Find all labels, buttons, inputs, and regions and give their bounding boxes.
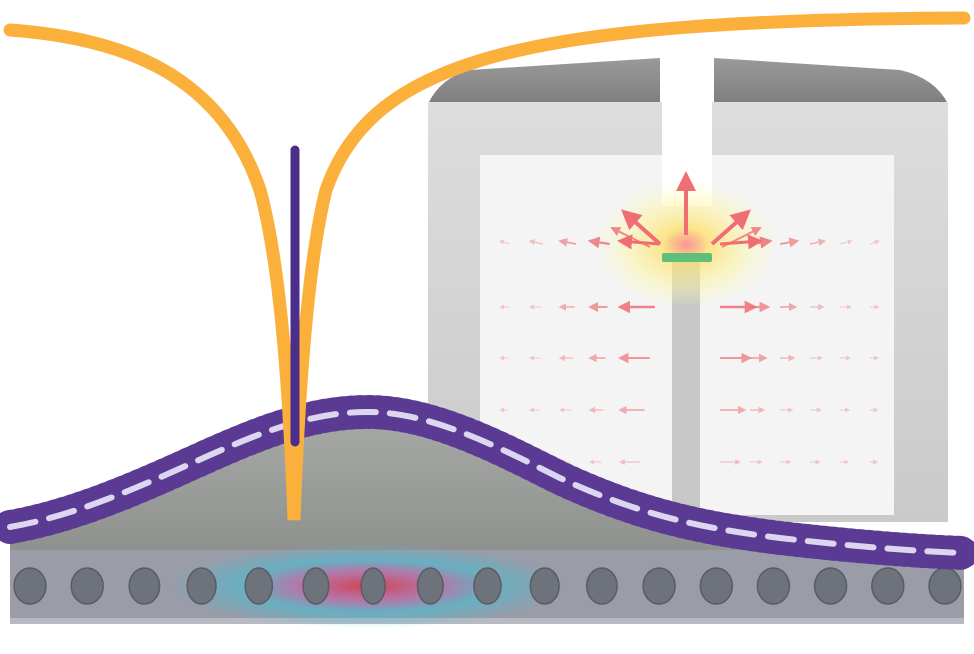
field-arrow-icon	[719, 234, 763, 250]
photonic-crystal-hole-icon	[813, 567, 848, 605]
field-arrow-icon	[869, 239, 880, 245]
emission-glow	[594, 172, 778, 304]
photonic-crystal-hole-icon	[529, 567, 560, 605]
photonic-crystal-hole-icon	[128, 567, 161, 605]
field-arrow-icon	[617, 234, 661, 250]
photonic-crystal-hole-icon	[585, 567, 618, 605]
photonic-crystal-holes	[13, 567, 962, 605]
emission-field-arrows	[499, 171, 880, 465]
emitter-bar-icon	[662, 253, 712, 262]
photonic-crystal-hole-icon	[871, 567, 905, 605]
optical-resonance-dip-curve	[3, 11, 971, 521]
field-arrow-icon	[587, 236, 610, 249]
field-arrow-icon	[749, 236, 773, 249]
mechanical-mode-centerline	[7, 408, 967, 556]
mechanical-mode-profile	[0, 394, 974, 570]
field-arrow-icon	[499, 239, 510, 245]
field-arrow-icon	[710, 209, 751, 246]
field-arrow-icon	[839, 239, 853, 245]
field-arrow-icon	[779, 237, 800, 248]
photonic-crystal-hole-icon	[70, 567, 104, 605]
device-cap	[428, 58, 948, 104]
photonic-crystal-hole-icon	[642, 567, 676, 605]
photonic-crystal-hole-icon	[473, 567, 502, 605]
photonic-crystal-hole-icon	[360, 567, 386, 605]
photonic-crystal-hole-icon	[699, 567, 734, 605]
photonic-crystal-hole-icon	[186, 567, 217, 605]
field-arrow-icon	[621, 209, 662, 246]
field-arrow-icon	[558, 237, 577, 247]
photonic-crystal-hole-icon	[244, 567, 274, 605]
photonic-crystal-hole-icon	[416, 567, 444, 605]
photonic-crystal-hole-icon	[13, 567, 47, 605]
waveguide-bottom-edge	[10, 618, 964, 624]
field-arrow-icon	[809, 238, 826, 246]
photonic-crystal-hole-icon	[928, 567, 962, 605]
photonic-crystal-hole-icon	[302, 567, 330, 605]
field-arrow-icon	[528, 239, 543, 246]
photonic-crystal-hole-icon	[756, 567, 791, 605]
